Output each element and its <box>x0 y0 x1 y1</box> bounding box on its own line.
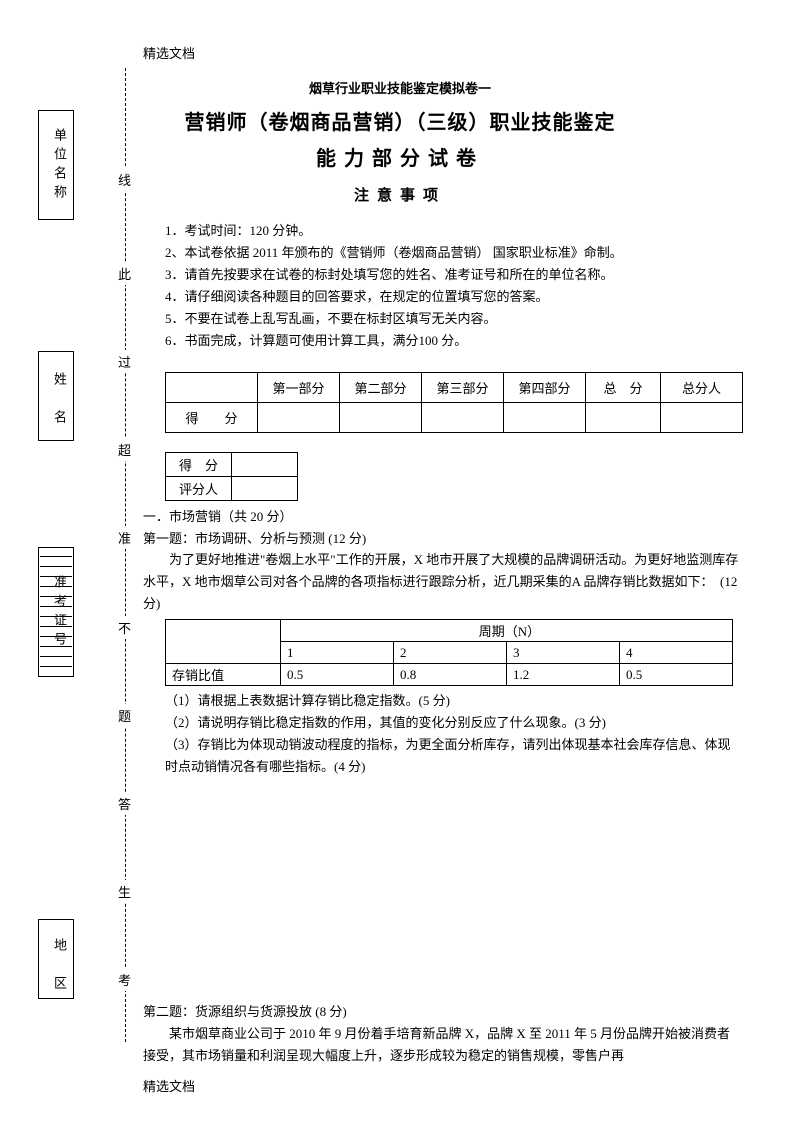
dash-char: 考 <box>118 968 131 991</box>
score-header: 总 分 <box>586 373 661 403</box>
q1-sub1: （1）请根据上表数据计算存销比稳定指数。(5 分) <box>165 690 740 712</box>
score-cell <box>661 403 743 433</box>
score-cell <box>422 403 504 433</box>
header-tag: 精选文档 <box>143 43 195 62</box>
period-col: 1 <box>281 642 394 664</box>
dash-char: 过 <box>118 350 131 373</box>
notice-item: 4．请仔细阅读各种题目的回答要求，在规定的位置填写您的答案。 <box>165 286 740 308</box>
score-table: 第一部分 第二部分 第三部分 第四部分 总 分 总分人 得 分 <box>165 372 743 433</box>
notice-item: 1．考试时间：120 分钟。 <box>165 220 740 242</box>
dash-char: 超 <box>118 438 131 461</box>
small-score-cell <box>232 453 298 477</box>
period-header: 周期（N） <box>281 620 733 642</box>
dash-char: 此 <box>118 262 131 285</box>
score-header: 第四部分 <box>504 373 586 403</box>
margin-label-examno: 准考证号 <box>50 575 69 651</box>
footer-tag: 精选文档 <box>143 1076 195 1095</box>
score-header: 第一部分 <box>258 373 340 403</box>
score-cell <box>586 403 661 433</box>
dash-char: 生 <box>118 880 131 903</box>
score-header: 第三部分 <box>422 373 504 403</box>
score-cell <box>340 403 422 433</box>
q1-paragraph: 为了更好地推进"卷烟上水平"工作的开展，X 地市开展了大规模的品牌调研活动。为更… <box>143 549 740 615</box>
doc-title-line1: 营销师（卷烟商品营销）（三级）职业技能鉴定 <box>0 106 800 135</box>
small-score-label: 评分人 <box>166 477 232 501</box>
notice-item: 3．请首先按要求在试卷的标封处填写您的姓名、准考证号和所在的单位名称。 <box>165 264 740 286</box>
doc-title-line2: 能力部分试卷 <box>0 142 800 171</box>
small-score-label: 得 分 <box>166 453 232 477</box>
data-value: 1.2 <box>507 664 620 686</box>
score-header: 第二部分 <box>340 373 422 403</box>
score-row-label: 得 分 <box>166 403 258 433</box>
data-row-label: 存销比值 <box>166 664 281 686</box>
notice-item: 6．书面完成，计算题可使用计算工具，满分100 分。 <box>165 330 740 352</box>
doc-subtitle: 烟草行业职业技能鉴定模拟卷一 <box>0 78 800 97</box>
period-col: 4 <box>620 642 733 664</box>
data-value: 0.8 <box>394 664 507 686</box>
notice-item: 5．不要在试卷上乱写乱画，不要在标封区填写无关内容。 <box>165 308 740 330</box>
data-blank <box>166 620 281 664</box>
margin-label-region: 地 区 <box>50 938 69 995</box>
dash-char: 不 <box>118 616 131 639</box>
period-col: 2 <box>394 642 507 664</box>
score-header: 总分人 <box>661 373 743 403</box>
score-cell <box>258 403 340 433</box>
dash-char: 答 <box>118 792 131 815</box>
score-cell <box>504 403 586 433</box>
dash-char: 准 <box>118 526 131 549</box>
q2-title: 第二题：货源组织与货源投放 (8 分) <box>143 1001 740 1023</box>
notice-list: 1．考试时间：120 分钟。 2、本试卷依据 2011 年颁布的《营销师（卷烟商… <box>165 220 740 352</box>
margin-label-name: 姓 名 <box>50 372 69 429</box>
q1-title: 第一题：市场调研、分析与预测 (12 分) <box>143 528 740 550</box>
small-score-table: 得 分 评分人 <box>165 452 298 501</box>
section1-title: 一．市场营销（共 20 分） <box>143 506 740 528</box>
data-value: 0.5 <box>281 664 394 686</box>
margin-label-unit: 单位名称 <box>50 128 69 204</box>
dash-char: 题 <box>118 704 131 727</box>
notice-item: 2、本试卷依据 2011 年颁布的《营销师（卷烟商品营销） 国家职业标准》命制。 <box>165 242 740 264</box>
q2-paragraph: 某市烟草商业公司于 2010 年 9 月份着手培育新品牌 X，品牌 X 至 20… <box>143 1023 740 1067</box>
q1-sub3: （3）存销比为体现动销波动程度的指标，为更全面分析库存，请列出体现基本社会库存信… <box>165 734 740 778</box>
data-value: 0.5 <box>620 664 733 686</box>
dash-char: 线 <box>118 168 131 191</box>
data-table: 周期（N） 1 2 3 4 存销比值 0.5 0.8 1.2 0.5 <box>165 619 733 686</box>
small-score-cell <box>232 477 298 501</box>
period-col: 3 <box>507 642 620 664</box>
q1-sub2: （2）请说明存销比稳定指数的作用，其值的变化分别反应了什么现象。(3 分) <box>165 712 740 734</box>
score-header-blank <box>166 373 258 403</box>
